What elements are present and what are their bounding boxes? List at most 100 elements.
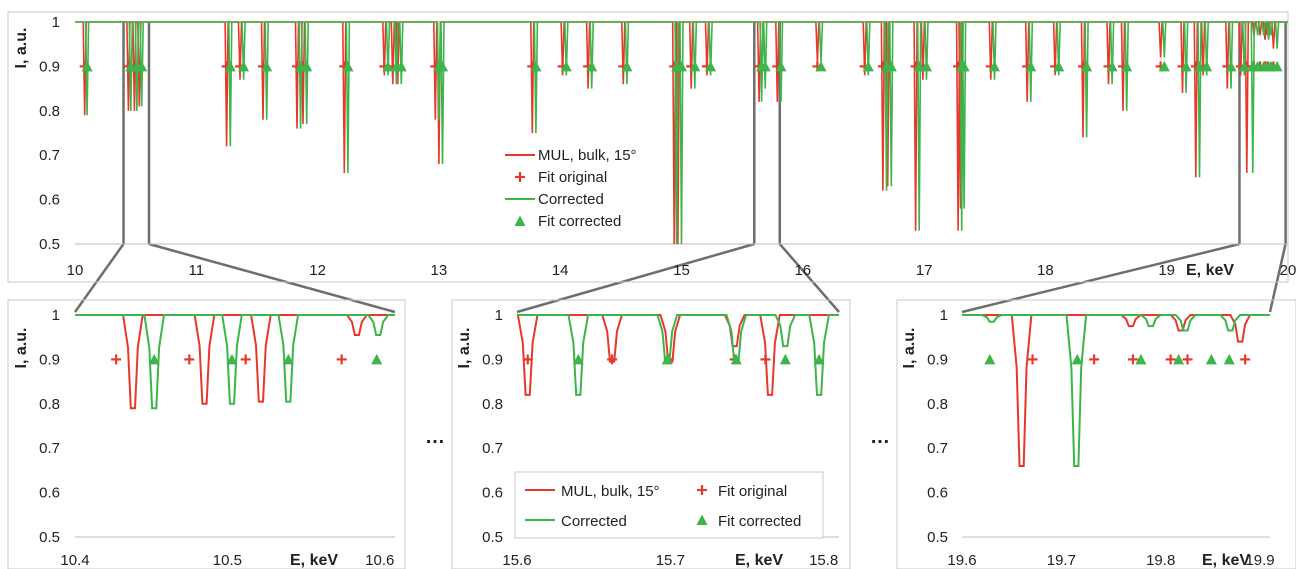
fit-original-markers — [1027, 354, 1251, 365]
x-tick-label: 12 — [309, 262, 326, 279]
legend-label: Fit corrected — [718, 513, 801, 530]
y-tick-label: 0.8 — [39, 103, 60, 120]
series-original — [75, 314, 395, 410]
fit-corrected-marker — [775, 60, 787, 72]
fit-corrected-marker — [1201, 60, 1213, 72]
fit-corrected-marker — [1180, 60, 1192, 72]
fit-corrected-marker — [862, 60, 874, 72]
legend-label: Corrected — [561, 513, 627, 530]
fit-corrected-marker — [371, 353, 383, 365]
y-tick-label: 1 — [495, 307, 503, 324]
fit-corrected-marker — [813, 353, 825, 365]
y-axis-title: I, a.u. — [13, 328, 30, 369]
x-tick-label: 10 — [67, 262, 84, 279]
fit-corrected-marker — [586, 60, 598, 72]
x-tick-label: 11 — [189, 262, 205, 279]
y-tick-label: 0.8 — [39, 396, 60, 413]
fit-corrected-markers — [984, 353, 1235, 365]
x-tick-label: 15.8 — [809, 552, 838, 569]
y-tick-label: 1 — [940, 307, 948, 324]
fit-corrected-marker — [921, 60, 933, 72]
x-axis-title: E, keV — [290, 552, 338, 569]
y-tick-label: 0.7 — [39, 440, 60, 457]
fit-corrected-marker — [958, 60, 970, 72]
fit-original-marker — [1027, 354, 1038, 365]
fit-corrected-marker — [1158, 60, 1170, 72]
legend-label: Corrected — [538, 191, 604, 208]
legend: MUL, bulk, 15° Fit original Corrected Fit c… — [514, 471, 824, 539]
y-tick-label: 0.6 — [482, 485, 503, 502]
x-tick-label: 19.6 — [947, 552, 976, 569]
zoom-connector-right — [148, 242, 396, 314]
fit-corrected-marker — [572, 353, 584, 365]
fit-corrected-marker — [560, 60, 572, 72]
fit-corrected-marker — [1121, 60, 1133, 72]
fit-corrected-marker — [224, 60, 236, 72]
y-tick-label: 0.6 — [39, 192, 60, 209]
zoom-chart-1: 0.5 0.6 0.7 0.8 0.9 1 10.4 10.5 10.6 I, a.u. E, ke… — [7, 299, 406, 569]
fit-corrected-marker — [661, 353, 673, 365]
fit-corrected-marker — [395, 60, 407, 72]
fit-corrected-marker — [1238, 60, 1250, 72]
x-axis-title: E, keV — [735, 552, 783, 569]
x-tick-label: 14 — [552, 262, 569, 279]
legend-marker-triangle — [696, 514, 708, 525]
fit-corrected-marker — [81, 60, 93, 72]
legend-label: Fit original — [538, 169, 607, 186]
fit-corrected-marker — [238, 60, 250, 72]
fit-corrected-marker — [913, 60, 925, 72]
y-tick-label: 0.6 — [927, 485, 948, 502]
legend-label: MUL, bulk, 15° — [561, 483, 660, 500]
x-tick-label: 10.5 — [213, 552, 242, 569]
x-tick-label: 19 — [1158, 262, 1175, 279]
fit-original-marker — [1089, 354, 1100, 365]
fit-corrected-marker — [1071, 353, 1083, 365]
x-tick-label: 18 — [1037, 262, 1054, 279]
legend-label: MUL, bulk, 15° — [538, 147, 637, 164]
y-tick-label: 0.7 — [39, 147, 60, 164]
legend-label: Fit corrected — [538, 213, 621, 230]
y-axis-title: I, a.u. — [456, 328, 473, 369]
fit-corrected-marker — [759, 60, 771, 72]
series-corrected — [962, 314, 1270, 467]
fit-original-marker — [1165, 354, 1176, 365]
x-tick-label: 10.6 — [365, 552, 394, 569]
y-tick-label: 0.8 — [482, 396, 503, 413]
fit-corrected-marker — [621, 60, 633, 72]
y-tick-label: 0.8 — [927, 396, 948, 413]
y-tick-label: 1 — [52, 14, 60, 31]
fit-corrected-marker — [815, 60, 827, 72]
fit-original-marker — [522, 354, 533, 365]
fit-corrected-marker — [984, 353, 996, 365]
series-line — [75, 314, 395, 410]
fit-original-marker — [240, 354, 251, 365]
fit-corrected-marker — [1271, 60, 1283, 72]
series-line — [517, 314, 839, 396]
series-corrected — [75, 21, 1288, 245]
y-tick-label: 0.9 — [927, 351, 948, 368]
fit-corrected-marker — [261, 60, 273, 72]
y-tick-label: 0.9 — [482, 351, 503, 368]
series-line — [75, 21, 1288, 245]
fit-corrected-marker — [1025, 60, 1037, 72]
zoom-connector-left — [516, 242, 755, 314]
fit-corrected-marker — [282, 353, 294, 365]
zoom-connector-right — [1268, 243, 1287, 313]
y-tick-label: 0.5 — [39, 529, 60, 546]
y-tick-label: 0.7 — [927, 440, 948, 457]
overview-chart: 0.5 0.6 0.7 0.8 0.9 1 10 11 12 13 14 15 16 17 18 19 20 I,… — [7, 11, 1296, 283]
chart-frame — [451, 299, 851, 569]
fit-corrected-markers — [572, 353, 825, 365]
fit-corrected-marker — [530, 60, 542, 72]
y-axis-title: I, a.u. — [901, 328, 918, 369]
zoom-chart-3: 0.5 0.6 0.7 0.8 0.9 1 19.6 19.7 19.8 19.9 I, a.u. E… — [896, 299, 1296, 569]
y-tick-label: 1 — [52, 307, 60, 324]
series-original — [962, 314, 1270, 467]
y-tick-label: 0.5 — [39, 236, 60, 253]
y-tick-label: 0.5 — [482, 529, 503, 546]
fit-corrected-marker — [1225, 60, 1237, 72]
legend-marker-plus — [697, 485, 707, 495]
fit-original-marker — [184, 354, 195, 365]
x-tick-label: 13 — [431, 262, 448, 279]
